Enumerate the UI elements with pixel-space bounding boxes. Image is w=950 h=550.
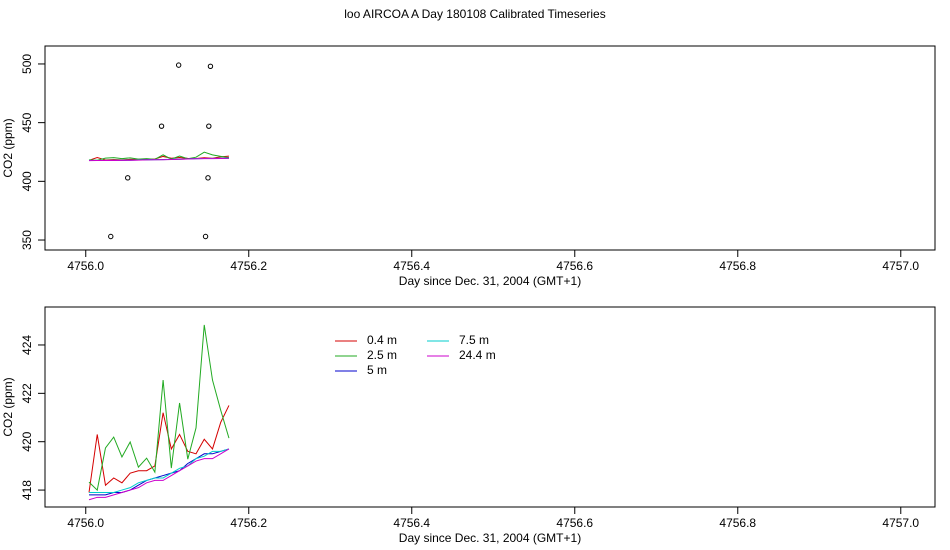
plot-area bbox=[88, 62, 230, 240]
chart-title: loo AIRCOA A Day 180108 Calibrated Times… bbox=[344, 7, 605, 21]
x-tick-label: 4756.4 bbox=[393, 516, 430, 530]
x-tick-label: 4756.8 bbox=[719, 259, 756, 273]
series-line bbox=[88, 151, 230, 161]
series-line bbox=[89, 448, 230, 493]
data-point bbox=[175, 62, 182, 68]
data-point bbox=[202, 233, 209, 240]
x-tick-label: 4756.0 bbox=[67, 516, 104, 530]
y-tick-label: 400 bbox=[20, 171, 34, 191]
series-line bbox=[88, 448, 230, 501]
y-tick-label: 450 bbox=[20, 112, 34, 132]
y-tick-label: 350 bbox=[20, 230, 34, 250]
series-line bbox=[88, 324, 230, 492]
legend-label: 0.4 m bbox=[367, 333, 397, 347]
x-axis-label: Day since Dec. 31, 2004 (GMT+1) bbox=[399, 274, 581, 288]
legend-label: 2.5 m bbox=[367, 348, 397, 362]
data-point bbox=[108, 233, 114, 240]
x-tick-label: 4757.0 bbox=[882, 259, 919, 273]
y-axis-label: CO2 (ppm) bbox=[1, 377, 15, 436]
legend-label: 7.5 m bbox=[459, 333, 489, 347]
y-tick-label: 422 bbox=[20, 383, 34, 403]
data-point bbox=[207, 63, 214, 70]
x-tick-label: 4756.6 bbox=[556, 259, 593, 273]
legend-label: 24.4 m bbox=[459, 348, 496, 362]
x-tick-label: 4756.8 bbox=[719, 516, 756, 530]
x-tick-label: 4756.2 bbox=[230, 516, 267, 530]
series-line bbox=[88, 155, 229, 161]
y-tick-label: 500 bbox=[20, 54, 34, 74]
data-point bbox=[158, 123, 165, 129]
data-point bbox=[205, 175, 211, 181]
series-line bbox=[89, 157, 229, 162]
data-point bbox=[125, 175, 131, 181]
x-tick-label: 4756.0 bbox=[67, 259, 104, 273]
series-line bbox=[88, 405, 230, 493]
y-tick-label: 424 bbox=[20, 335, 34, 355]
y-axis-label: CO2 (ppm) bbox=[1, 118, 15, 177]
x-axis-label: Day since Dec. 31, 2004 (GMT+1) bbox=[399, 531, 581, 545]
y-tick-label: 420 bbox=[20, 431, 34, 451]
x-tick-label: 4757.0 bbox=[882, 516, 919, 530]
data-point bbox=[206, 123, 212, 129]
x-tick-label: 4756.4 bbox=[393, 259, 430, 273]
legend-label: 5 m bbox=[367, 363, 387, 377]
x-tick-label: 4756.6 bbox=[556, 516, 593, 530]
plot-area bbox=[88, 324, 230, 501]
y-tick-label: 418 bbox=[20, 480, 34, 500]
x-tick-label: 4756.2 bbox=[230, 259, 267, 273]
